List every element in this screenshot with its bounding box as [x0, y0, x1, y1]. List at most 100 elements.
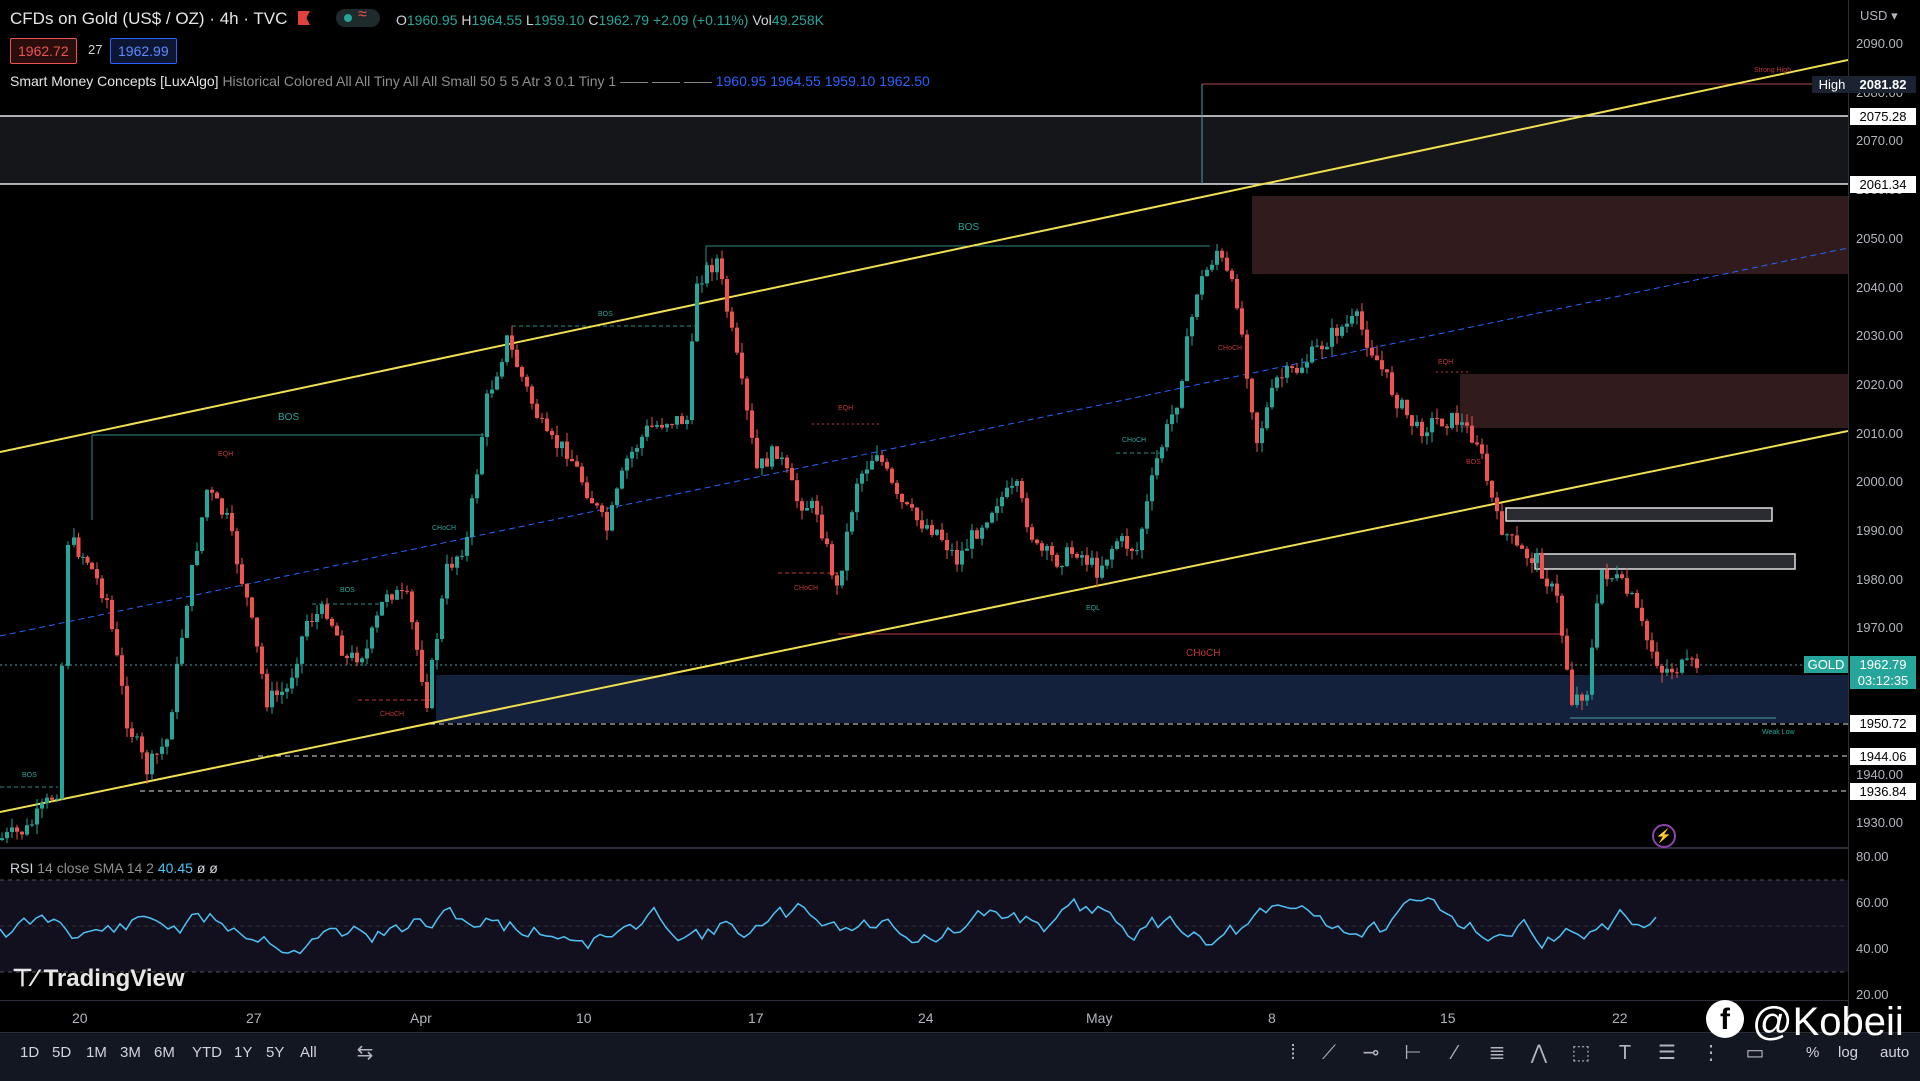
- candle-body: [1385, 369, 1389, 373]
- date-range-icon[interactable]: ⇆: [356, 1042, 374, 1064]
- pattern-icon[interactable]: ⋀: [1530, 1042, 1548, 1064]
- timeframe-1d[interactable]: 1D: [20, 1044, 40, 1061]
- horizontal-ray-icon[interactable]: ⊸: [1362, 1042, 1380, 1064]
- candle-body: [185, 605, 189, 638]
- candle-body: [715, 258, 719, 273]
- rsi-legend[interactable]: RSI 14 close SMA 14 2 40.45 ø ø: [10, 860, 218, 876]
- timeframe-ytd[interactable]: YTD: [192, 1044, 222, 1061]
- supply-zone-upper: [1252, 196, 1848, 274]
- candle-body: [515, 349, 519, 368]
- candle-body: [170, 712, 174, 740]
- candle-body: [1035, 539, 1039, 544]
- scale-auto[interactable]: auto: [1880, 1044, 1910, 1061]
- candle-body: [350, 652, 354, 659]
- sell-price-button[interactable]: 1962.72: [10, 38, 77, 64]
- candle-body: [400, 590, 404, 592]
- timeframe-1m[interactable]: 1M: [86, 1044, 107, 1061]
- label-choch-small2: CHoCH: [794, 585, 818, 592]
- time-label: May: [1086, 1010, 1113, 1026]
- last-price-tag: 1962.79: [1850, 656, 1916, 673]
- rsi-tick: 20.00: [1856, 987, 1889, 1002]
- indicator-legend[interactable]: Smart Money Concepts [LuxAlgo] Historica…: [10, 73, 930, 89]
- candle-body: [485, 393, 489, 437]
- price-tick: 1970.00: [1856, 620, 1903, 636]
- candle-body: [875, 455, 879, 461]
- scale-percent[interactable]: %: [1806, 1044, 1820, 1061]
- watermark-handle: @Kobeii: [1752, 1000, 1904, 1044]
- high-tag-value: 2081.82: [1850, 76, 1916, 93]
- candle-body: [1225, 257, 1229, 271]
- facebook-icon: f: [1706, 1000, 1744, 1038]
- channel-upper: [0, 59, 1848, 453]
- measure-icon[interactable]: ⬚: [1571, 1042, 1591, 1064]
- price-tick: 2040.00: [1856, 279, 1903, 295]
- candle-body: [780, 457, 784, 459]
- candle-body: [120, 655, 124, 686]
- candle-body: [1320, 345, 1324, 350]
- horizontal-line-icon[interactable]: ⊢: [1404, 1042, 1422, 1064]
- candle-body: [1520, 545, 1524, 549]
- candle-body: [1325, 346, 1329, 350]
- candle-body: [1265, 407, 1269, 429]
- candle-body: [1100, 565, 1104, 578]
- market-status-pill[interactable]: [336, 9, 380, 27]
- candle-body: [1295, 367, 1299, 373]
- symbol-title[interactable]: CFDs on Gold (US$ / OZ) · 4h · TVC: [10, 9, 288, 28]
- flag-icon[interactable]: [298, 11, 310, 25]
- open-value: 1960.95: [406, 12, 458, 28]
- timeframe-5y[interactable]: 5Y: [266, 1044, 285, 1061]
- candle-body: [1575, 694, 1579, 705]
- price-chart[interactable]: BOS BOS BOS BOS BOS CHoCH CHoCH CHoCH CH…: [0, 0, 1848, 1000]
- candle-body: [610, 505, 614, 531]
- candle-body: [1190, 316, 1194, 337]
- trendline-icon[interactable]: ⟋: [1322, 1042, 1336, 1064]
- text-tool-icon[interactable]: T: [1618, 1042, 1632, 1064]
- lightning-icon[interactable]: ⚡: [1652, 824, 1676, 848]
- fib-icon[interactable]: ≣: [1488, 1042, 1506, 1064]
- timeframe-3m[interactable]: 3M: [120, 1044, 141, 1061]
- buy-price-button[interactable]: 1962.99: [110, 38, 177, 64]
- candle-body: [575, 461, 579, 467]
- candle-body: [1045, 546, 1049, 551]
- high-label: H: [461, 12, 472, 28]
- candle-body: [290, 677, 294, 689]
- comment-icon[interactable]: ▭: [1745, 1042, 1765, 1064]
- timeframe-6m[interactable]: 6M: [154, 1044, 175, 1061]
- candle-body: [1600, 569, 1604, 604]
- price-tick: 1980.00: [1856, 571, 1903, 587]
- scale-log[interactable]: log: [1838, 1044, 1859, 1061]
- rsi-name[interactable]: RSI: [10, 860, 34, 876]
- candle-body: [1655, 651, 1659, 666]
- candle-body: [365, 648, 369, 659]
- candle-body: [340, 635, 344, 656]
- candle-body: [1440, 418, 1444, 427]
- candle-body: [970, 530, 974, 549]
- close-value: 1962.79: [598, 12, 650, 28]
- timeframe-all[interactable]: All: [300, 1044, 317, 1061]
- candle-body: [530, 386, 534, 404]
- candle-body: [685, 419, 689, 425]
- candle-body: [315, 613, 319, 623]
- candle-body: [1090, 557, 1094, 565]
- settings-lines-icon[interactable]: ☰: [1658, 1042, 1676, 1064]
- currency-selector[interactable]: USD ▾: [1860, 8, 1898, 23]
- candle-body: [1550, 583, 1554, 587]
- time-axis[interactable]: [0, 1000, 1848, 1033]
- candle-body: [90, 562, 94, 570]
- candle-body: [1555, 583, 1559, 596]
- candle-body: [1540, 552, 1544, 579]
- ohlc-readout: O1960.95 H1964.55 L1959.10 C1962.79 +2.0…: [396, 12, 824, 28]
- candle-body: [215, 492, 219, 499]
- candle-body: [1675, 672, 1679, 674]
- price-axis[interactable]: [1848, 0, 1920, 1030]
- timeframe-5d[interactable]: 5D: [52, 1044, 72, 1061]
- timeframe-1y[interactable]: 1Y: [234, 1044, 253, 1061]
- brush-icon[interactable]: ⁄: [1453, 1042, 1457, 1064]
- indicator-name[interactable]: Smart Money Concepts [LuxAlgo]: [10, 73, 219, 89]
- drag-handle-icon[interactable]: ⁞: [1290, 1042, 1296, 1064]
- candle-body: [655, 424, 659, 427]
- candle-body: [1120, 536, 1124, 542]
- object-tree-icon[interactable]: ⋮: [1701, 1042, 1721, 1064]
- volume-value: 49.258K: [771, 12, 824, 28]
- bottom-toolbar: [0, 1032, 1920, 1081]
